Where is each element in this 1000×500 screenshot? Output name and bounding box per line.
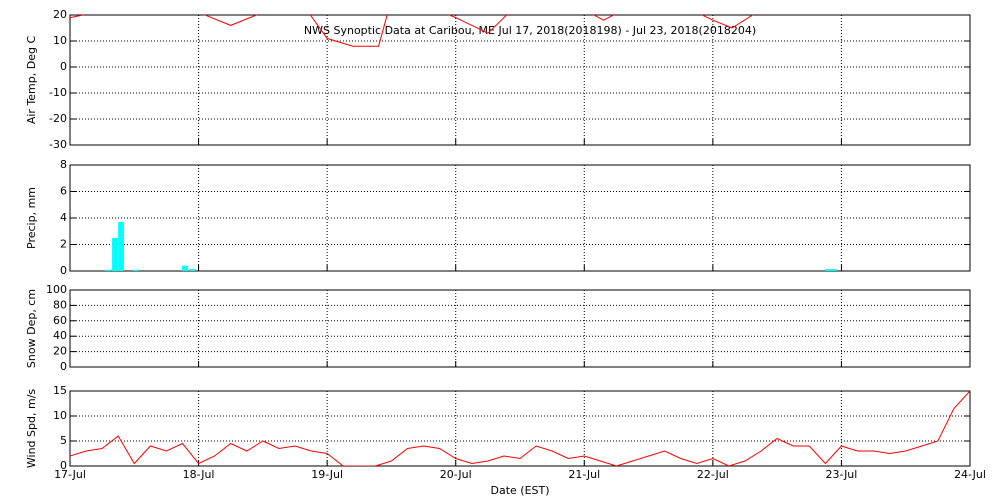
plot-frame xyxy=(69,390,971,467)
x-axis-label: Date (EST) xyxy=(490,484,549,497)
y-axis-label: Snow Dep, cm xyxy=(25,289,38,368)
chart-title: NWS Synoptic Data at Caribou, ME Jul 17,… xyxy=(304,24,756,37)
plot-frame xyxy=(69,14,971,146)
y-axis-label: Wind Spd, m/s xyxy=(25,389,38,469)
bar xyxy=(182,265,188,271)
plot-area xyxy=(105,221,837,271)
y-tick-label: 100 xyxy=(46,283,67,296)
y-tick-label: 0 xyxy=(60,360,67,373)
y-tick-label: 8 xyxy=(60,158,67,171)
y-tick-label: 10 xyxy=(53,409,67,422)
y-tick-label: 20 xyxy=(53,345,67,358)
y-tick-label: 60 xyxy=(53,314,67,327)
bar xyxy=(830,269,837,271)
plot-area xyxy=(70,391,970,466)
x-tick-label: 22-Jul xyxy=(697,468,729,481)
x-tick-label: 20-Jul xyxy=(440,468,472,481)
y-tick-label: 2 xyxy=(60,238,67,251)
y-tick-label: -10 xyxy=(49,86,67,99)
y-tick-label: 40 xyxy=(53,329,67,342)
bar xyxy=(105,269,111,271)
y-tick-label: 6 xyxy=(60,185,67,198)
x-tick-label: 17-Jul xyxy=(54,468,86,481)
y-tick-label: 15 xyxy=(53,384,67,397)
data-line xyxy=(70,391,970,466)
y-axis-label: Air Temp, Deg C xyxy=(25,36,38,125)
bar xyxy=(189,269,196,271)
bar xyxy=(118,221,124,271)
y-tick-label: 4 xyxy=(60,211,67,224)
bar xyxy=(824,269,831,271)
bar xyxy=(112,237,118,271)
y-tick-label: 80 xyxy=(53,298,67,311)
x-tick-label: 21-Jul xyxy=(568,468,600,481)
y-tick-label: 0 xyxy=(60,264,67,277)
y-tick-label: 5 xyxy=(60,434,67,447)
y-tick-label: 20 xyxy=(53,8,67,21)
y-tick-label: 10 xyxy=(53,34,67,47)
y-tick-label: -20 xyxy=(49,112,67,125)
x-tick-label: 18-Jul xyxy=(183,468,215,481)
data-line xyxy=(70,15,754,47)
x-tick-label: 19-Jul xyxy=(311,468,343,481)
x-tick-label: 24-Jul xyxy=(954,468,986,481)
x-tick-label: 23-Jul xyxy=(825,468,857,481)
y-axis-label: Precip, mm xyxy=(25,187,38,249)
plot-area xyxy=(70,15,754,47)
plot-frame xyxy=(69,164,971,272)
y-tick-label: 0 xyxy=(60,60,67,73)
plot-frame xyxy=(69,289,971,368)
bar xyxy=(133,269,139,271)
y-tick-label: -30 xyxy=(49,138,67,151)
y-tick-label: 0 xyxy=(60,459,67,472)
